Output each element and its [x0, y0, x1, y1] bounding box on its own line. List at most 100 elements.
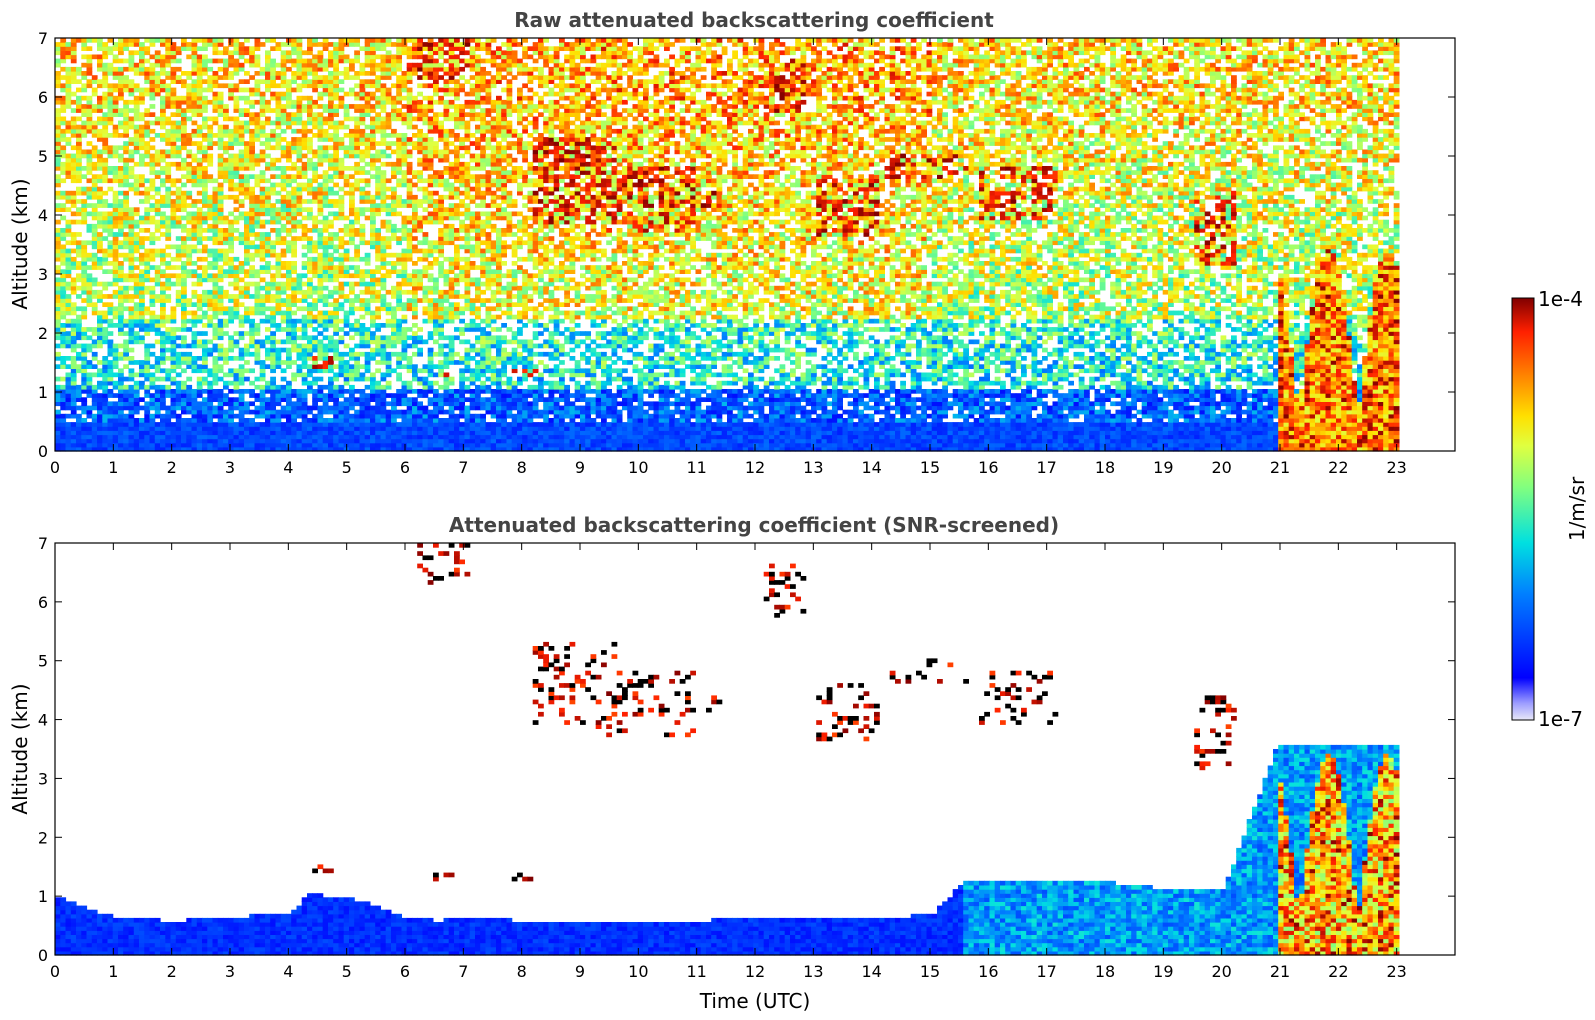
heatmap-cell	[144, 215, 151, 221]
heatmap-cell	[97, 323, 103, 328]
heatmap-cell	[181, 161, 187, 167]
heatmap-cell	[406, 215, 413, 221]
heatmap-cell	[317, 194, 324, 200]
heatmap-cell	[102, 236, 109, 241]
heatmap-cell	[144, 434, 151, 440]
heatmap-cell	[265, 194, 271, 200]
heatmap-cell	[385, 360, 392, 365]
heatmap-cell	[123, 347, 129, 353]
heatmap-cell	[186, 405, 193, 411]
heatmap-cell	[233, 331, 240, 336]
heatmap-cell	[286, 219, 292, 225]
heatmap-cell	[359, 116, 366, 122]
heatmap-cell	[254, 174, 261, 179]
heatmap-cell	[86, 79, 93, 84]
heatmap-cell	[191, 236, 198, 241]
heatmap-cell	[55, 277, 61, 283]
heatmap-cell	[160, 261, 166, 266]
heatmap-cell	[270, 285, 276, 291]
heatmap-cell	[123, 401, 129, 407]
heatmap-cell	[128, 256, 135, 262]
heatmap-cell	[338, 170, 345, 175]
heatmap-cell	[118, 306, 124, 312]
heatmap-cell	[128, 438, 135, 444]
heatmap-cell	[254, 120, 261, 126]
heatmap-cell	[259, 310, 266, 316]
heatmap-cell	[97, 327, 103, 332]
heatmap-cell	[249, 153, 255, 159]
heatmap-cell	[65, 426, 72, 431]
heatmap-cell	[160, 434, 166, 440]
heatmap-cell	[328, 137, 334, 142]
heatmap-cell	[333, 50, 339, 56]
heatmap-cell	[170, 331, 177, 336]
heatmap-cell	[107, 108, 114, 113]
heatmap-cell	[123, 438, 129, 444]
heatmap-cell	[175, 384, 182, 390]
heatmap-cell	[123, 38, 129, 43]
heatmap-cell	[280, 170, 287, 175]
heatmap-cell	[359, 446, 366, 452]
heatmap-cell	[359, 232, 366, 237]
heatmap-cell	[123, 240, 129, 246]
heatmap-cell	[65, 372, 72, 378]
heatmap-cell	[359, 87, 366, 93]
heatmap-cell	[207, 38, 214, 43]
heatmap-cell	[91, 277, 98, 283]
heatmap-cell	[149, 265, 156, 270]
heatmap-cell	[123, 223, 129, 229]
heatmap-cell	[259, 141, 266, 146]
heatmap-cell	[81, 422, 88, 427]
heatmap-cell	[301, 426, 308, 431]
heatmap-cell	[259, 174, 266, 179]
heatmap-cell	[401, 223, 408, 229]
heatmap-cell	[338, 434, 345, 440]
heatmap-cell	[202, 422, 208, 427]
heatmap-cell	[401, 199, 408, 204]
heatmap-cell	[343, 265, 350, 270]
heatmap-cell	[238, 397, 245, 402]
heatmap-cell	[212, 372, 219, 378]
heatmap-cell	[165, 120, 172, 126]
heatmap-cell	[406, 384, 413, 390]
heatmap-cell	[275, 46, 282, 51]
heatmap-cell	[354, 294, 360, 299]
heatmap-cell	[238, 161, 245, 167]
heatmap-cell	[233, 87, 240, 93]
heatmap-cell	[322, 137, 329, 142]
heatmap-cell	[259, 422, 266, 427]
heatmap-cell	[343, 116, 350, 122]
heatmap-cell	[76, 397, 82, 402]
heatmap-cell	[102, 409, 109, 415]
heatmap-cell	[307, 418, 313, 423]
heatmap-cell	[191, 62, 198, 68]
heatmap-cell	[312, 215, 318, 221]
heatmap-cell	[328, 360, 334, 365]
heatmap-cell	[322, 256, 329, 262]
heatmap-cell	[249, 199, 255, 204]
heatmap-cell	[296, 318, 303, 324]
heatmap-cell	[396, 91, 402, 97]
heatmap-cell	[149, 380, 156, 386]
heatmap-cell	[196, 409, 203, 415]
heatmap-cell	[333, 413, 339, 419]
heatmap-cell	[102, 430, 109, 436]
heatmap-cell	[175, 66, 182, 72]
heatmap-cell	[333, 446, 339, 452]
heatmap-cell	[149, 186, 156, 192]
heatmap-cell	[354, 327, 360, 332]
heatmap-cell	[217, 215, 224, 221]
heatmap-cell	[286, 405, 292, 411]
heatmap-cell	[139, 261, 145, 266]
heatmap-cell	[91, 236, 98, 241]
heatmap-cell	[107, 50, 114, 56]
heatmap-cell	[328, 116, 334, 122]
heatmap-cell	[412, 310, 418, 316]
heatmap-cell	[270, 95, 276, 101]
heatmap-cell	[55, 285, 61, 291]
heatmap-cell	[191, 153, 198, 159]
heatmap-cell	[175, 137, 182, 142]
heatmap-cell	[175, 95, 182, 101]
heatmap-cell	[76, 335, 82, 341]
heatmap-cell	[259, 343, 266, 349]
